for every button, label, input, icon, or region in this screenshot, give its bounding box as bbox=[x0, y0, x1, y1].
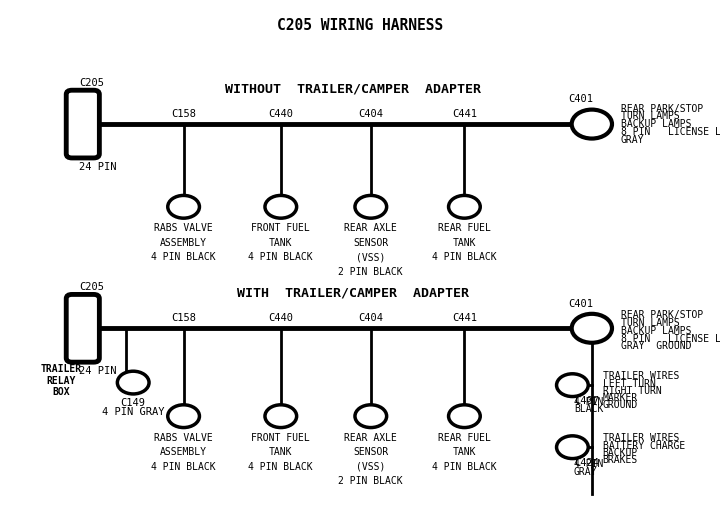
Text: FRONT FUEL: FRONT FUEL bbox=[251, 433, 310, 443]
Text: 4 PIN BLACK: 4 PIN BLACK bbox=[151, 462, 216, 472]
Text: WITHOUT  TRAILER/CAMPER  ADAPTER: WITHOUT TRAILER/CAMPER ADAPTER bbox=[225, 83, 481, 96]
Text: 4 PIN: 4 PIN bbox=[574, 397, 603, 407]
Text: C205: C205 bbox=[79, 78, 104, 88]
FancyBboxPatch shape bbox=[66, 90, 99, 158]
Circle shape bbox=[557, 374, 588, 397]
Text: 8 PIN   LICENSE LAMPS: 8 PIN LICENSE LAMPS bbox=[621, 127, 720, 137]
Text: 4 PIN BLACK: 4 PIN BLACK bbox=[432, 252, 497, 262]
Text: 4 PIN BLACK: 4 PIN BLACK bbox=[432, 462, 497, 472]
Text: FRONT FUEL: FRONT FUEL bbox=[251, 223, 310, 233]
Text: TRAILER WIRES: TRAILER WIRES bbox=[603, 433, 679, 444]
Text: RIGHT TURN: RIGHT TURN bbox=[603, 386, 662, 396]
Text: 4 PIN BLACK: 4 PIN BLACK bbox=[248, 252, 313, 262]
Text: C404: C404 bbox=[359, 109, 383, 119]
Circle shape bbox=[168, 195, 199, 218]
Text: C205: C205 bbox=[79, 282, 104, 292]
Text: RABS VALVE: RABS VALVE bbox=[154, 223, 213, 233]
Text: C158: C158 bbox=[171, 109, 196, 119]
Circle shape bbox=[572, 110, 612, 139]
Text: BRAKES: BRAKES bbox=[603, 455, 638, 465]
Circle shape bbox=[265, 195, 297, 218]
Text: C441: C441 bbox=[452, 109, 477, 119]
Text: MARKER: MARKER bbox=[603, 393, 638, 403]
Text: SENSOR: SENSOR bbox=[354, 447, 388, 457]
Text: TURN LAMPS: TURN LAMPS bbox=[621, 318, 680, 328]
Text: BACKUP LAMPS: BACKUP LAMPS bbox=[621, 326, 691, 336]
Text: BACKUP LAMPS: BACKUP LAMPS bbox=[621, 119, 691, 129]
Text: GRAY: GRAY bbox=[574, 466, 598, 477]
Circle shape bbox=[449, 195, 480, 218]
Text: TURN LAMPS: TURN LAMPS bbox=[621, 111, 680, 121]
Text: 2 PIN BLACK: 2 PIN BLACK bbox=[338, 476, 403, 486]
Circle shape bbox=[355, 195, 387, 218]
Text: REAR PARK/STOP: REAR PARK/STOP bbox=[621, 103, 703, 114]
Text: C424: C424 bbox=[574, 458, 599, 467]
Text: C401: C401 bbox=[568, 299, 593, 309]
Circle shape bbox=[265, 405, 297, 428]
Circle shape bbox=[355, 405, 387, 428]
Text: GRAY  GROUND: GRAY GROUND bbox=[621, 341, 691, 352]
Text: REAR AXLE: REAR AXLE bbox=[344, 223, 397, 233]
Text: C440: C440 bbox=[269, 109, 293, 119]
Circle shape bbox=[449, 405, 480, 428]
Text: SENSOR: SENSOR bbox=[354, 238, 388, 248]
Text: BLACK: BLACK bbox=[574, 404, 603, 415]
Text: REAR PARK/STOP: REAR PARK/STOP bbox=[621, 310, 703, 321]
Text: 4 PIN BLACK: 4 PIN BLACK bbox=[151, 252, 216, 262]
Text: LEFT TURN: LEFT TURN bbox=[603, 378, 655, 389]
Text: TRAILER WIRES: TRAILER WIRES bbox=[603, 371, 679, 382]
Text: REAR AXLE: REAR AXLE bbox=[344, 433, 397, 443]
Text: 8 PIN   LICENSE LAMPS: 8 PIN LICENSE LAMPS bbox=[621, 333, 720, 344]
Text: (VSS): (VSS) bbox=[356, 462, 385, 472]
Text: RELAY: RELAY bbox=[47, 375, 76, 386]
Circle shape bbox=[117, 371, 149, 394]
Text: 2 PIN BLACK: 2 PIN BLACK bbox=[338, 267, 403, 277]
Text: 4 PIN: 4 PIN bbox=[574, 459, 603, 469]
Text: C404: C404 bbox=[359, 313, 383, 323]
FancyBboxPatch shape bbox=[66, 295, 99, 362]
Text: 24 PIN: 24 PIN bbox=[79, 366, 117, 376]
Text: TANK: TANK bbox=[453, 447, 476, 457]
Text: C407: C407 bbox=[574, 396, 599, 405]
Text: GROUND: GROUND bbox=[603, 400, 638, 410]
Text: ASSEMBLY: ASSEMBLY bbox=[160, 238, 207, 248]
Text: (VSS): (VSS) bbox=[356, 252, 385, 262]
Text: C149: C149 bbox=[121, 398, 145, 408]
Text: ASSEMBLY: ASSEMBLY bbox=[160, 447, 207, 457]
Text: C441: C441 bbox=[452, 313, 477, 323]
Text: 24 PIN: 24 PIN bbox=[79, 161, 117, 172]
Text: BATTERY CHARGE: BATTERY CHARGE bbox=[603, 440, 685, 451]
Text: WITH  TRAILER/CAMPER  ADAPTER: WITH TRAILER/CAMPER ADAPTER bbox=[237, 287, 469, 300]
Text: 4 PIN GRAY: 4 PIN GRAY bbox=[102, 407, 164, 417]
Text: REAR FUEL: REAR FUEL bbox=[438, 223, 491, 233]
Text: BOX: BOX bbox=[53, 387, 70, 397]
Text: REAR FUEL: REAR FUEL bbox=[438, 433, 491, 443]
Text: GRAY: GRAY bbox=[621, 134, 644, 145]
Text: TRAILER: TRAILER bbox=[40, 364, 82, 374]
Text: TANK: TANK bbox=[269, 447, 292, 457]
Text: C401: C401 bbox=[568, 95, 593, 104]
Circle shape bbox=[572, 314, 612, 343]
Text: C158: C158 bbox=[171, 313, 196, 323]
Text: C440: C440 bbox=[269, 313, 293, 323]
Text: BACKUP: BACKUP bbox=[603, 448, 638, 458]
Text: TANK: TANK bbox=[269, 238, 292, 248]
Text: C205 WIRING HARNESS: C205 WIRING HARNESS bbox=[277, 18, 443, 33]
Text: RABS VALVE: RABS VALVE bbox=[154, 433, 213, 443]
Circle shape bbox=[168, 405, 199, 428]
Text: 4 PIN BLACK: 4 PIN BLACK bbox=[248, 462, 313, 472]
Text: TANK: TANK bbox=[453, 238, 476, 248]
Circle shape bbox=[557, 436, 588, 459]
